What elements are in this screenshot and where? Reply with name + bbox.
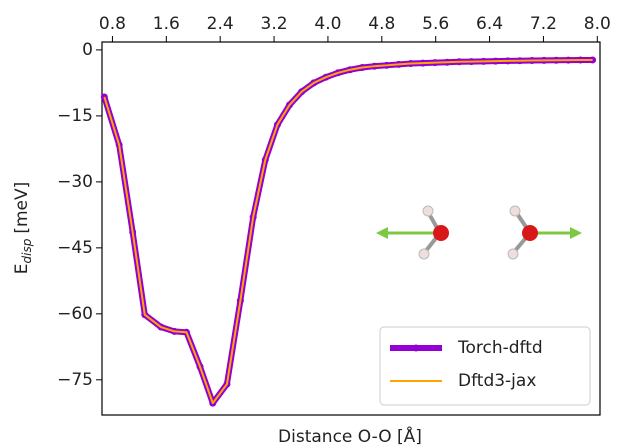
legend-marker [412,344,420,352]
legend-label: Torch-dftd [457,338,543,358]
plot-frame [101,41,601,416]
molecule-illustration [376,205,582,260]
x-tick-label: 2.4 [207,14,234,34]
x-tick-label: 7.2 [530,14,557,34]
x-axis-label: Distance O-O [Å] [278,425,422,447]
x-tick-label: 5.6 [422,14,449,34]
x-tick-label: 8.0 [584,14,611,34]
y-tick-label: −30 [57,172,93,192]
y-label-unit: [meV] [12,182,32,234]
y-tick-label: 0 [82,40,93,60]
y-label-main: E [12,264,32,275]
line [103,58,593,405]
x-tick-label: 4.8 [368,14,395,34]
y-tick-label: −45 [57,238,93,258]
x-tick-label: 4.0 [314,14,341,34]
x-tick-label: 6.4 [476,14,503,34]
x-tick-label: 3.2 [261,14,288,34]
x-tick-label: 1.6 [153,14,180,34]
y-tick-label: −75 [57,370,93,390]
legend: Torch-dftd Dftd3-jax [379,326,591,406]
y-tick-label: −60 [57,304,93,324]
y-axis-label: Edisp [meV] [12,182,34,275]
legend-label: Dftd3-jax [458,371,536,391]
y-tick-label: −15 [57,106,93,126]
y-label-sub: disp [20,238,34,263]
x-tick-label: 0.8 [99,14,126,34]
